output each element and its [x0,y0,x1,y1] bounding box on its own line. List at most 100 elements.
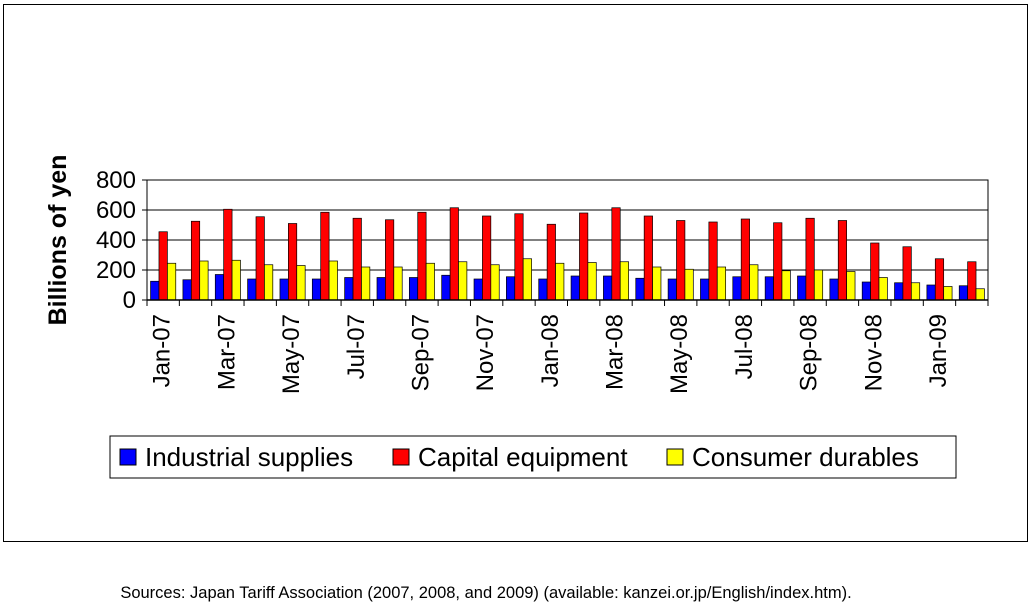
bar [846,271,856,301]
bar [408,277,419,301]
bar [902,246,912,301]
y-axis-title: Billions of yen [44,155,72,326]
bar [490,264,500,301]
bar [611,207,621,301]
bar [667,278,677,301]
legend-box [109,435,957,479]
bar [878,277,888,301]
x-tick-label: Jan-07 [149,314,176,387]
bar [740,218,750,301]
bar [870,242,880,301]
bar [482,215,492,301]
bar [732,276,742,301]
x-tick-label: Mar-08 [602,314,629,390]
bar [296,265,306,301]
bar [255,216,265,301]
bar [352,217,362,301]
bar [417,211,427,301]
bar [773,222,783,301]
x-tick-label: Jul-07 [343,314,370,379]
bar [223,208,233,301]
bar [311,278,322,301]
bar [247,278,257,301]
bar [975,288,985,301]
bar [967,261,977,301]
y-tick-label: 200 [96,257,136,284]
bar [425,262,435,301]
legend-label: Consumer durables [692,442,919,472]
bar [716,266,727,301]
bar [837,220,847,301]
bar [861,281,871,301]
legend-label: Capital equipment [418,442,628,472]
x-tick-label: Sep-07 [407,314,434,391]
bar [344,277,354,301]
bar [361,266,371,301]
bar [934,258,945,301]
bar [320,211,330,301]
bar [158,231,168,301]
bar [449,207,459,301]
bar [652,266,662,301]
bar [643,215,653,301]
bar [231,259,241,301]
bar [749,264,759,301]
bar [708,221,718,301]
legend-swatch [119,448,137,466]
x-tick-label: May-07 [278,314,305,394]
bar [199,260,209,301]
x-tick-label: Nov-07 [472,314,499,391]
x-tick-label: Jul-08 [731,314,758,379]
bar [264,264,274,301]
source-footnote: Sources: Japan Tariff Association (2007,… [120,584,852,602]
bar [538,278,548,301]
x-tick-label: Mar-07 [213,314,240,390]
bar [182,279,192,301]
bar [764,276,774,301]
bar [570,275,580,301]
bar [926,284,936,301]
x-tick-label: Nov-08 [860,314,887,391]
bar [603,275,613,301]
bar [376,277,386,301]
bar [958,285,968,301]
bar [894,282,904,301]
bar [506,276,516,301]
y-tick-label: 800 [96,167,136,194]
y-tick-label: 600 [96,197,136,224]
legend-swatch [666,448,684,466]
bar [514,213,524,301]
bar [288,223,298,301]
y-tick-label: 0 [123,287,136,314]
bar [797,275,807,301]
legend-label: Industrial supplies [145,442,353,472]
y-tick-label: 400 [96,227,136,254]
x-tick-label: Sep-08 [796,314,823,391]
bar [167,262,177,301]
bar [805,217,815,301]
bar [829,278,839,301]
bar [579,212,589,301]
bar [781,270,791,301]
bar [635,277,645,301]
legend-swatch [392,448,410,466]
bar [214,274,225,301]
x-tick-label: Jan-09 [925,314,952,387]
bar [813,269,824,301]
bar [555,262,565,301]
bar [393,266,403,301]
bar [684,268,694,301]
bar [441,274,451,301]
bar [587,262,597,301]
x-tick-label: May-08 [666,314,693,394]
bar [190,220,201,301]
bar [546,223,556,301]
bar [522,258,532,301]
bar [700,278,710,301]
bar [458,261,468,301]
bar [328,260,338,301]
x-tick-label: Jan-08 [537,314,564,387]
bar [619,261,629,301]
bar [943,286,953,301]
